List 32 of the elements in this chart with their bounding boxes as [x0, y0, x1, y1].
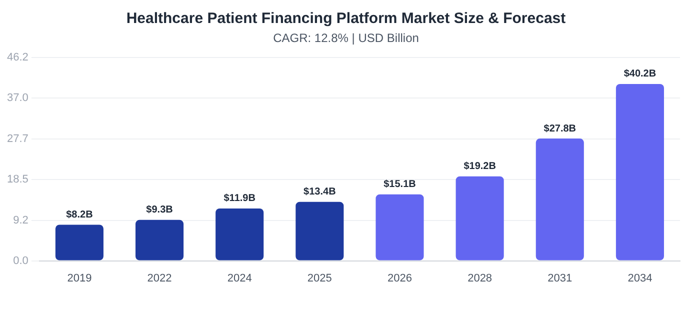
x-tick-label: 2028 — [468, 272, 492, 284]
y-tick-label: 18.5 — [6, 173, 28, 186]
data-label: $40.2B — [624, 68, 656, 80]
data-label: $11.9B — [224, 193, 256, 204]
y-tick-label: 46.2 — [6, 52, 28, 64]
x-tick-label: 2022 — [147, 272, 172, 284]
bar — [376, 194, 424, 260]
data-label: $13.4B — [304, 186, 336, 198]
bar — [456, 176, 504, 260]
x-tick-label: 2031 — [548, 272, 572, 284]
bar — [536, 138, 584, 260]
x-tick-label: 2034 — [628, 272, 652, 284]
bar — [55, 224, 104, 260]
bar — [296, 202, 344, 260]
y-tick-label: 0.0 — [13, 254, 28, 267]
data-label: $8.2B — [66, 209, 93, 220]
x-tick-label: 2025 — [307, 272, 332, 284]
chart-title: Healthcare Patient Financing Platform Market Size & Forecast — [125, 10, 567, 27]
x-tick-label: 2026 — [388, 272, 412, 284]
bar — [136, 220, 184, 260]
data-label: $27.8B — [544, 123, 576, 134]
y-tick-label: 27.7 — [6, 133, 28, 145]
bar — [216, 208, 264, 260]
data-label: $15.1B — [384, 179, 416, 190]
x-tick-label: 2019 — [67, 272, 92, 284]
bar — [616, 84, 664, 260]
chart-subtitle: CAGR: 12.8% | USD Billion — [272, 31, 420, 45]
y-tick-label: 37.0 — [6, 92, 28, 104]
y-tick-label: 9.2 — [13, 214, 28, 226]
data-label: $9.3B — [146, 204, 173, 216]
x-tick-label: 2024 — [227, 272, 252, 284]
data-label: $19.2B — [464, 161, 496, 172]
